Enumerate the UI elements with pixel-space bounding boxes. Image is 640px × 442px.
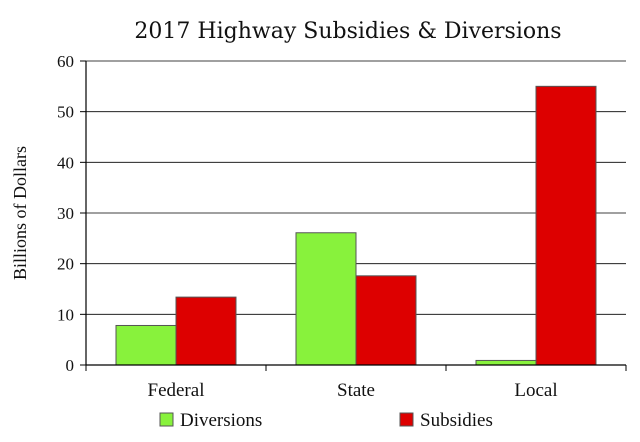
y-axis-ticks: 0 10 20 30 40 50 60 (57, 52, 86, 375)
chart-title: 2017 Highway Subsidies & Diversions (134, 19, 561, 44)
category-label: Federal (148, 380, 205, 401)
y-tick-label: 0 (66, 356, 75, 375)
bar-subsidies-state (355, 275, 417, 366)
y-tick-label: 60 (57, 52, 74, 71)
bars (115, 85, 597, 366)
category-label: Local (514, 380, 557, 401)
category-label: State (337, 380, 375, 401)
legend-swatch-subsidies (399, 412, 414, 427)
legend-swatch-diversions (159, 412, 174, 427)
bar-diversions-state (295, 232, 357, 366)
axes (85, 61, 627, 371)
legend-label-subsidies: Subsidies (420, 410, 493, 431)
category-labels: Federal State Local (148, 380, 558, 401)
y-tick-label: 40 (57, 153, 74, 172)
y-tick-label: 10 (57, 305, 74, 324)
y-tick-label: 20 (57, 255, 74, 274)
bar-subsidies-local (535, 85, 597, 366)
y-axis-label: Billions of Dollars (10, 146, 30, 280)
bar-diversions-federal (115, 324, 177, 366)
y-tick-label: 50 (57, 103, 74, 122)
y-tick-label: 30 (57, 204, 74, 223)
bar-subsidies-federal (175, 296, 237, 366)
legend: Diversions Subsidies (159, 410, 493, 431)
legend-label-diversions: Diversions (180, 410, 262, 431)
bar-diversions-local (475, 359, 537, 366)
